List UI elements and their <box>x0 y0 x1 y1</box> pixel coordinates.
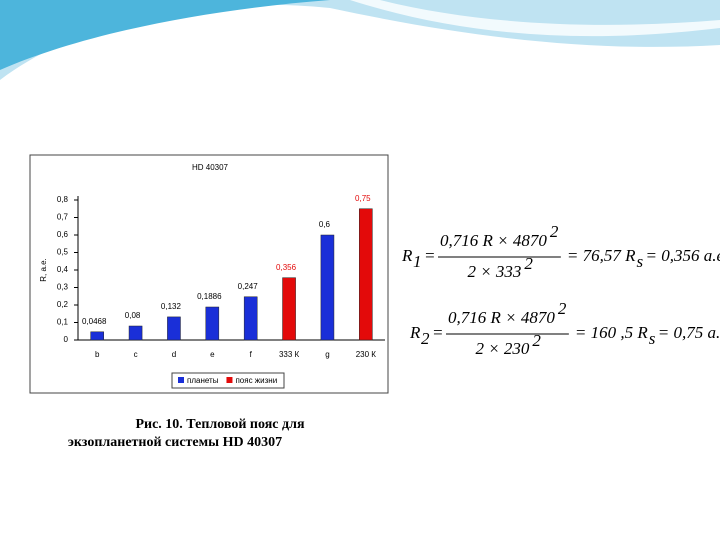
x-tick-label: e <box>210 350 215 359</box>
formula-lhs: R <box>401 246 413 265</box>
value-label: 0,75 <box>355 194 371 203</box>
y-axis-label: R, а.е. <box>39 258 48 282</box>
value-label: 0,132 <box>161 302 182 311</box>
formula-eq: = <box>424 246 435 265</box>
caption: Рис. 10. Тепловой пояс для <box>135 417 304 432</box>
legend-swatch <box>178 377 184 383</box>
x-tick-label: f <box>250 350 253 359</box>
x-tick-label: g <box>325 350 329 359</box>
legend-label: планеты <box>187 376 219 385</box>
formula-exp: 2 <box>532 331 541 350</box>
formula-exp: 2 <box>558 299 567 318</box>
value-label: 0,247 <box>238 282 259 291</box>
formula-sub: 2 <box>421 329 430 348</box>
formula-denominator: 2 × 333 <box>467 262 521 281</box>
y-tick-label: 0,8 <box>57 195 69 204</box>
formula-numerator: 0,716 R × 4870 <box>448 308 555 327</box>
bar <box>359 208 373 341</box>
x-tick-label: 333 К <box>279 350 300 359</box>
y-tick-label: 0,7 <box>57 213 69 222</box>
formula-result: = 0,356 а.е. <box>645 246 720 265</box>
decor-wave <box>0 0 720 80</box>
value-label: 0,08 <box>125 311 141 320</box>
y-tick-label: 0,6 <box>57 230 69 239</box>
y-tick-label: 0,5 <box>57 248 69 257</box>
chart-title: HD 40307 <box>192 163 229 172</box>
formula-lhs: R <box>409 323 421 342</box>
legend-label: пояс жизни <box>235 376 277 385</box>
bar <box>205 306 220 341</box>
y-tick-label: 0 <box>64 335 69 344</box>
caption: экзопланетной системы HD 40307 <box>68 435 282 450</box>
y-tick-label: 0,1 <box>57 318 69 327</box>
legend-swatch <box>226 377 233 383</box>
x-tick-label: d <box>172 350 176 359</box>
formula-exp: 2 <box>550 222 559 241</box>
formula-eq: = <box>432 323 443 342</box>
formula-middle: = 76,57 R <box>567 246 636 265</box>
value-label: 0,0468 <box>82 317 107 326</box>
y-tick-label: 0,2 <box>57 300 69 309</box>
formula-denominator: 2 × 230 <box>475 339 529 358</box>
y-tick-label: 0,4 <box>57 265 69 274</box>
bar <box>320 234 335 341</box>
formula-middle: = 160 ,5 R <box>575 323 648 342</box>
y-tick-label: 0,3 <box>57 283 69 292</box>
x-tick-label: b <box>95 350 100 359</box>
x-tick-label: 230 К <box>356 350 377 359</box>
formula-sub: s <box>649 329 656 348</box>
x-tick-label: c <box>134 350 138 359</box>
bar <box>90 331 104 341</box>
chart-frame <box>29 154 389 394</box>
formula-exp: 2 <box>524 254 533 273</box>
decor-wave <box>350 0 720 37</box>
value-label: 0,6 <box>319 220 331 229</box>
formula-sub: 1 <box>413 252 422 271</box>
bar <box>243 296 258 341</box>
formula-sub: s <box>636 252 643 271</box>
formula-numerator: 0,716 R × 4870 <box>440 231 547 250</box>
decor-wave <box>0 0 330 70</box>
value-label: 0,1886 <box>197 292 222 301</box>
formula-result: = 0,75 а.е. <box>658 323 720 342</box>
bar <box>167 316 181 341</box>
value-label: 0,356 <box>276 263 297 272</box>
bar <box>282 277 296 341</box>
bar <box>128 325 143 341</box>
